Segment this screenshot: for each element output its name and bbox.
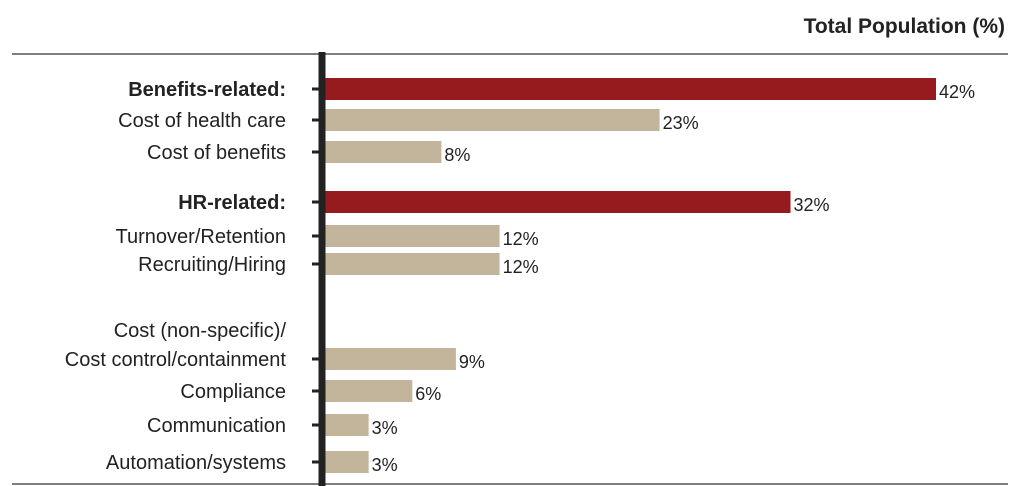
bar-value-label: 8% <box>444 145 470 165</box>
category-label: Cost of health care <box>118 110 286 132</box>
bar-value-label: 3% <box>372 418 398 438</box>
bar <box>325 380 413 402</box>
category-label: Recruiting/Hiring <box>138 254 286 276</box>
bar-value-label: 6% <box>415 384 441 404</box>
category-label: Communication <box>147 415 286 437</box>
bar-value-label: 12% <box>503 257 539 277</box>
bar <box>325 348 456 370</box>
category-label: HR-related: <box>178 192 286 214</box>
bar <box>325 414 369 436</box>
bar <box>325 451 369 473</box>
category-label: Turnover/Retention <box>116 226 286 248</box>
category-label: Cost (non-specific)/Cost control/contain… <box>65 320 287 371</box>
category-label: Compliance <box>180 381 286 403</box>
bar <box>325 78 936 100</box>
category-label: Benefits-related: <box>128 79 286 101</box>
bar-value-label: 23% <box>663 113 699 133</box>
bar <box>325 191 791 213</box>
bar-value-label: 32% <box>794 195 830 215</box>
bar <box>325 109 660 131</box>
bar-value-label: 12% <box>503 229 539 249</box>
category-label: Cost of benefits <box>147 142 286 164</box>
bars-layer: 42% Benefits-related: 23% Cost of health ca… <box>65 78 975 475</box>
chart-title: Total Population (%) <box>804 15 1005 38</box>
bar-value-label: 3% <box>372 455 398 475</box>
bar <box>325 225 500 247</box>
bar-value-label: 42% <box>939 82 975 102</box>
bar-value-label: 9% <box>459 352 485 372</box>
category-label: Automation/systems <box>106 452 286 474</box>
bar <box>325 253 500 275</box>
bar <box>325 141 442 163</box>
